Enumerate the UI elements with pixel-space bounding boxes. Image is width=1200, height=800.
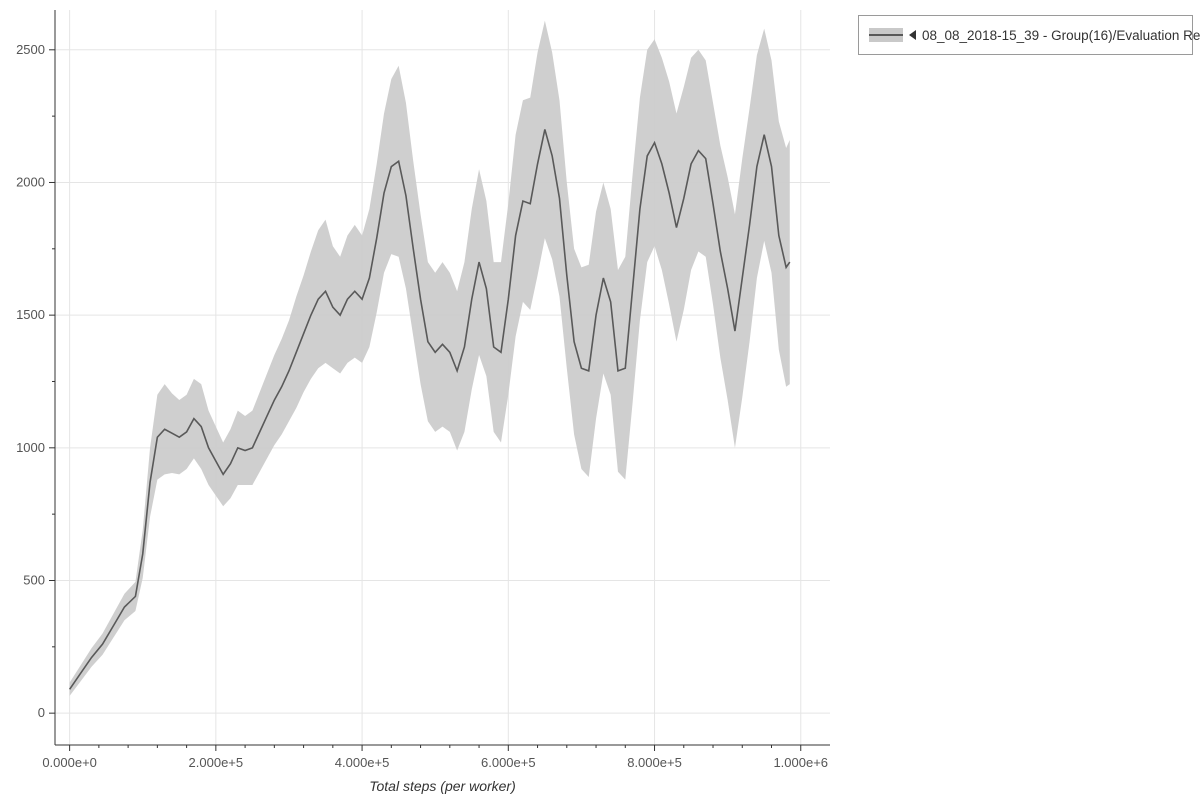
line-chart-svg: 0 500 1000 1500 2000 2500 0.000e+0 2.000e+5 4.00… [0,0,845,800]
svg-text:500: 500 [23,572,45,587]
legend-label: 08_08_2018-15_39 - Group(16)/Evaluation … [922,28,1200,43]
svg-text:1.000e+6: 1.000e+6 [773,755,828,770]
svg-text:1000: 1000 [16,440,45,455]
svg-text:8.000e+5: 8.000e+5 [627,755,682,770]
svg-text:6.000e+5: 6.000e+5 [481,755,536,770]
legend-box[interactable]: 08_08_2018-15_39 - Group(16)/Evaluation … [858,15,1193,55]
legend-arrow-icon [909,30,916,40]
svg-text:2500: 2500 [16,42,45,57]
chart-window: 0 500 1000 1500 2000 2500 0.000e+0 2.000e+5 4.00… [0,0,1200,800]
svg-text:2000: 2000 [16,174,45,189]
svg-text:0.000e+0: 0.000e+0 [42,755,97,770]
svg-text:0: 0 [38,705,45,720]
chart-plot-area: 0 500 1000 1500 2000 2500 0.000e+0 2.000e+5 4.00… [0,0,845,800]
svg-text:Total steps (per worker): Total steps (per worker) [369,778,516,794]
legend-swatch-group [869,28,922,42]
svg-text:1500: 1500 [16,307,45,322]
svg-text:2.000e+5: 2.000e+5 [189,755,244,770]
svg-text:4.000e+5: 4.000e+5 [335,755,390,770]
legend-color-swatch [869,28,903,42]
